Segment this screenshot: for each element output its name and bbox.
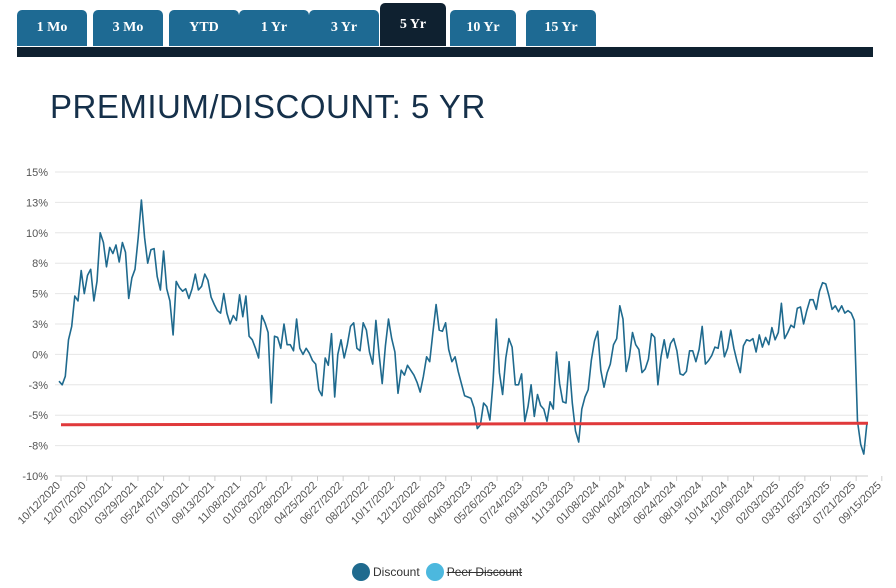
y-tick-label: 10% bbox=[26, 228, 48, 240]
tab-10-yr[interactable]: 10 Yr bbox=[450, 10, 516, 46]
y-tick-label: 8% bbox=[32, 258, 48, 270]
discount-series-line bbox=[58, 199, 868, 455]
tab-15-yr[interactable]: 15 Yr bbox=[526, 10, 596, 46]
peer-discount-swatch-icon bbox=[425, 563, 444, 581]
y-tick-label: -10% bbox=[22, 471, 48, 483]
tab-ytd[interactable]: YTD bbox=[169, 10, 239, 46]
tab-3-mo[interactable]: 3 Mo bbox=[93, 10, 163, 46]
premium-discount-chart: 15%13%10%8%5%3%0%-3%-5%-8%-10%10/12/2020… bbox=[16, 167, 884, 527]
y-tick-label: 3% bbox=[32, 319, 48, 331]
chart-legend: Discount Peer Discount bbox=[352, 562, 528, 582]
legend-item-discount[interactable]: Discount bbox=[352, 563, 420, 581]
y-tick-label: 0% bbox=[32, 349, 48, 361]
y-tick-label: -5% bbox=[28, 410, 48, 422]
legend-label-peer-discount: Peer Discount bbox=[446, 565, 523, 579]
page-title: PREMIUM/DISCOUNT: 5 YR bbox=[50, 88, 486, 125]
tab-1-mo[interactable]: 1 Mo bbox=[17, 10, 87, 46]
range-tab-bar: 1 Mo 3 Mo YTD 1 Yr 3 Yr 5 Yr 10 Yr 15 Yr bbox=[17, 0, 873, 58]
reference-line bbox=[60, 421, 869, 427]
y-tick-label: 13% bbox=[26, 197, 48, 209]
tab-3-yr[interactable]: 3 Yr bbox=[309, 10, 379, 46]
tab-5-yr[interactable]: 5 Yr bbox=[380, 3, 446, 46]
y-tick-label: -3% bbox=[28, 380, 48, 392]
tab-1-yr[interactable]: 1 Yr bbox=[239, 10, 309, 46]
y-tick-label: -8% bbox=[28, 441, 48, 453]
tab-bar-rule bbox=[17, 47, 873, 57]
legend-item-peer-discount[interactable]: Peer Discount bbox=[425, 563, 523, 581]
y-tick-label: 15% bbox=[26, 167, 48, 179]
discount-swatch-icon bbox=[352, 563, 370, 581]
legend-label-discount: Discount bbox=[373, 565, 420, 579]
y-tick-label: 5% bbox=[32, 289, 48, 301]
